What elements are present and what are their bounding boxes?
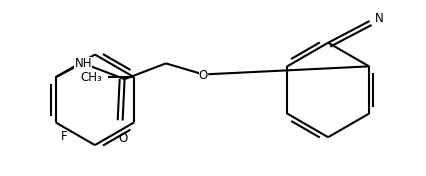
Text: F: F [60,130,67,143]
Text: CH₃: CH₃ [81,71,103,84]
Text: N: N [374,12,383,25]
Text: NH: NH [75,57,92,70]
Text: O: O [118,132,127,145]
Text: O: O [199,69,208,82]
